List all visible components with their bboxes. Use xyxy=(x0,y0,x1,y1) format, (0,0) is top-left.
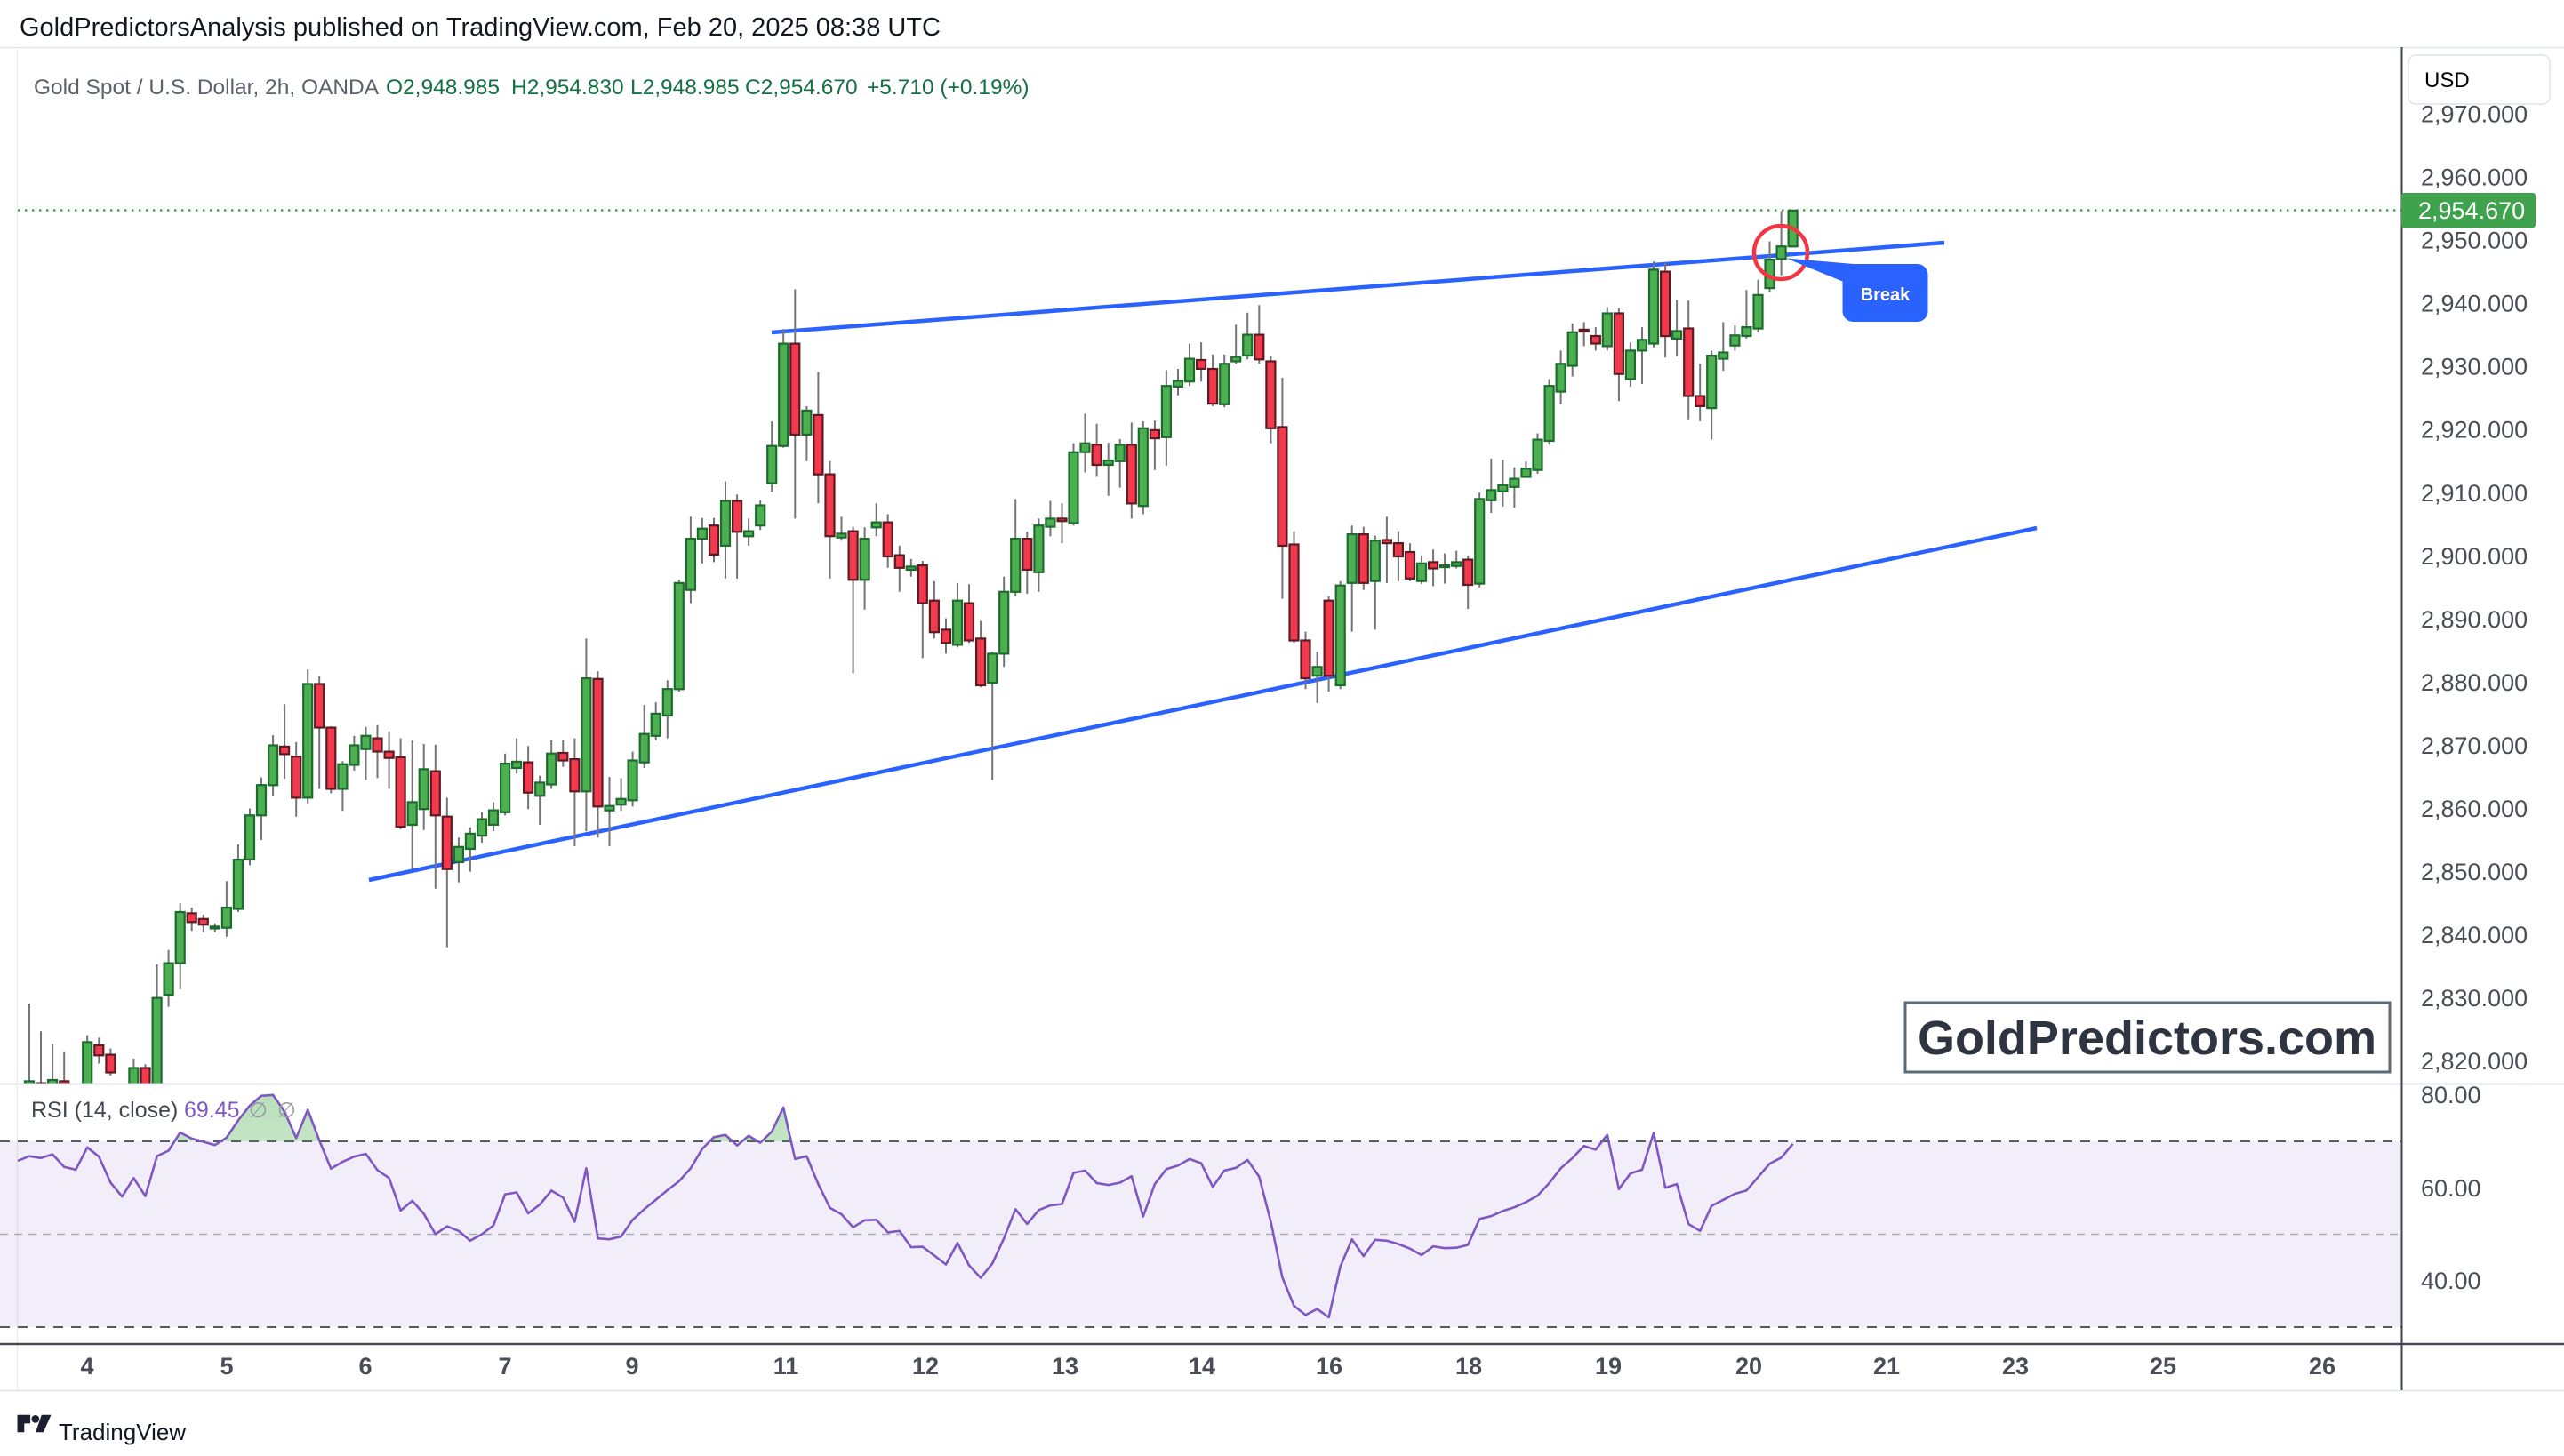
svg-text:14: 14 xyxy=(1189,1353,1215,1380)
svg-text:2,950.000: 2,950.000 xyxy=(2421,228,2528,254)
svg-text:RSI (14, close): RSI (14, close) xyxy=(31,1098,178,1123)
svg-text:2,850.000: 2,850.000 xyxy=(2421,859,2528,885)
svg-text:21: 21 xyxy=(1873,1353,1900,1380)
svg-text:2,890.000: 2,890.000 xyxy=(2421,606,2528,633)
svg-text:2,940.000: 2,940.000 xyxy=(2421,291,2528,317)
svg-text:2,870.000: 2,870.000 xyxy=(2421,732,2528,759)
svg-text:+5.710 (+0.19%): +5.710 (+0.19%) xyxy=(867,76,1030,100)
svg-text:GoldPredictorsAnalysis publish: GoldPredictorsAnalysis published on Trad… xyxy=(20,13,941,42)
svg-text:2,954.670: 2,954.670 xyxy=(2418,197,2525,224)
svg-text:20: 20 xyxy=(1735,1353,1762,1380)
svg-text:26: 26 xyxy=(2309,1353,2336,1380)
svg-text:O2,948.985: O2,948.985 xyxy=(386,76,500,100)
svg-text:18: 18 xyxy=(1455,1353,1482,1380)
svg-text:6: 6 xyxy=(358,1353,372,1380)
svg-text:23: 23 xyxy=(2002,1353,2029,1380)
svg-text:C2,954.670: C2,954.670 xyxy=(745,76,858,100)
svg-text:H2,954.830: H2,954.830 xyxy=(511,76,624,100)
svg-text:40.00: 40.00 xyxy=(2421,1268,2481,1294)
svg-text:2,930.000: 2,930.000 xyxy=(2421,354,2528,380)
svg-text:13: 13 xyxy=(1052,1353,1078,1380)
svg-text:69.45: 69.45 xyxy=(184,1098,240,1123)
svg-text:Break: Break xyxy=(1861,285,1911,305)
svg-text:4: 4 xyxy=(80,1353,93,1380)
svg-text:Gold Spot / U.S. Dollar, 2h, O: Gold Spot / U.S. Dollar, 2h, OANDA xyxy=(34,76,380,100)
svg-text:2,880.000: 2,880.000 xyxy=(2421,669,2528,696)
svg-text:60.00: 60.00 xyxy=(2421,1175,2481,1202)
svg-text:GoldPredictors.com: GoldPredictors.com xyxy=(1918,1012,2376,1065)
svg-text:7: 7 xyxy=(498,1353,511,1380)
svg-text:9: 9 xyxy=(625,1353,638,1380)
svg-text:16: 16 xyxy=(1316,1353,1342,1380)
svg-text:11: 11 xyxy=(773,1353,799,1380)
svg-text:TradingView: TradingView xyxy=(59,1419,186,1445)
svg-text:2,910.000: 2,910.000 xyxy=(2421,480,2528,507)
svg-text:25: 25 xyxy=(2150,1353,2176,1380)
svg-text:USD: USD xyxy=(2424,68,2470,92)
svg-text:2,840.000: 2,840.000 xyxy=(2421,922,2528,948)
svg-text:∅: ∅ xyxy=(249,1099,268,1123)
svg-text:2,900.000: 2,900.000 xyxy=(2421,543,2528,570)
svg-text:∅: ∅ xyxy=(277,1099,296,1123)
svg-text:80.00: 80.00 xyxy=(2421,1082,2481,1108)
svg-text:2,920.000: 2,920.000 xyxy=(2421,417,2528,444)
svg-text:2,820.000: 2,820.000 xyxy=(2421,1048,2528,1075)
svg-text:2,970.000: 2,970.000 xyxy=(2421,100,2528,127)
svg-text:L2,948.985: L2,948.985 xyxy=(630,76,740,100)
svg-text:2,960.000: 2,960.000 xyxy=(2421,164,2528,191)
svg-text:2,830.000: 2,830.000 xyxy=(2421,985,2528,1012)
svg-text:5: 5 xyxy=(220,1353,233,1380)
svg-text:19: 19 xyxy=(1595,1353,1622,1380)
svg-text:2,860.000: 2,860.000 xyxy=(2421,796,2528,822)
svg-text:12: 12 xyxy=(912,1353,939,1380)
